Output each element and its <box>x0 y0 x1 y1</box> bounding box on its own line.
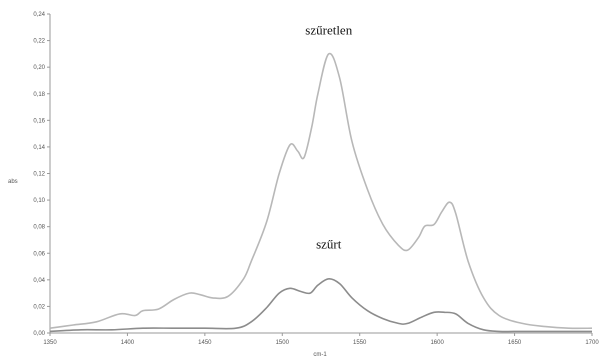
y-tick-label: 0,18 <box>33 92 45 98</box>
x-tick-label: 1500 <box>276 340 290 346</box>
series-line-szuretlen <box>49 52 593 330</box>
y-tick-label: 0,14 <box>33 145 45 151</box>
y-tick-label: 0,22 <box>33 39 45 45</box>
series-group <box>49 52 593 333</box>
x-tick-label: 1350 <box>43 340 57 346</box>
axes: 0,00 0,02 0,04 0,06 0,08 0,10 0,12 0,14 0,16 0,18… <box>33 12 599 346</box>
x-axis-label: cm-1 <box>313 352 327 358</box>
x-tick-label: 1550 <box>353 340 367 346</box>
x-tick-label: 1650 <box>508 340 522 346</box>
annotation-szurt: szűrt <box>316 236 342 251</box>
y-tick-label: 0,12 <box>33 172 45 178</box>
x-tick-label: 1600 <box>430 340 444 346</box>
annotation-szuretlen: szűretlen <box>305 23 352 38</box>
y-tick-label: 0,08 <box>33 225 45 231</box>
y-tick-label: 0,04 <box>33 278 45 284</box>
annotations-group: szűretlen szűrt <box>305 23 352 252</box>
y-tick-label: 0,02 <box>33 304 45 310</box>
y-tick-label: 0,00 <box>33 331 45 337</box>
x-tick-label: 1400 <box>121 340 135 346</box>
series-line-szurt <box>49 277 592 333</box>
y-tick-label: 0,24 <box>33 12 45 18</box>
y-tick-label: 0,16 <box>33 118 45 124</box>
y-tick-label: 0,20 <box>33 65 45 71</box>
y-tick-label: 0,10 <box>33 198 45 204</box>
y-axis-label: abs <box>8 179 18 185</box>
x-tick-label: 1700 <box>585 340 599 346</box>
y-tick-label: 0,06 <box>33 251 45 257</box>
x-tick-label: 1450 <box>198 340 212 346</box>
